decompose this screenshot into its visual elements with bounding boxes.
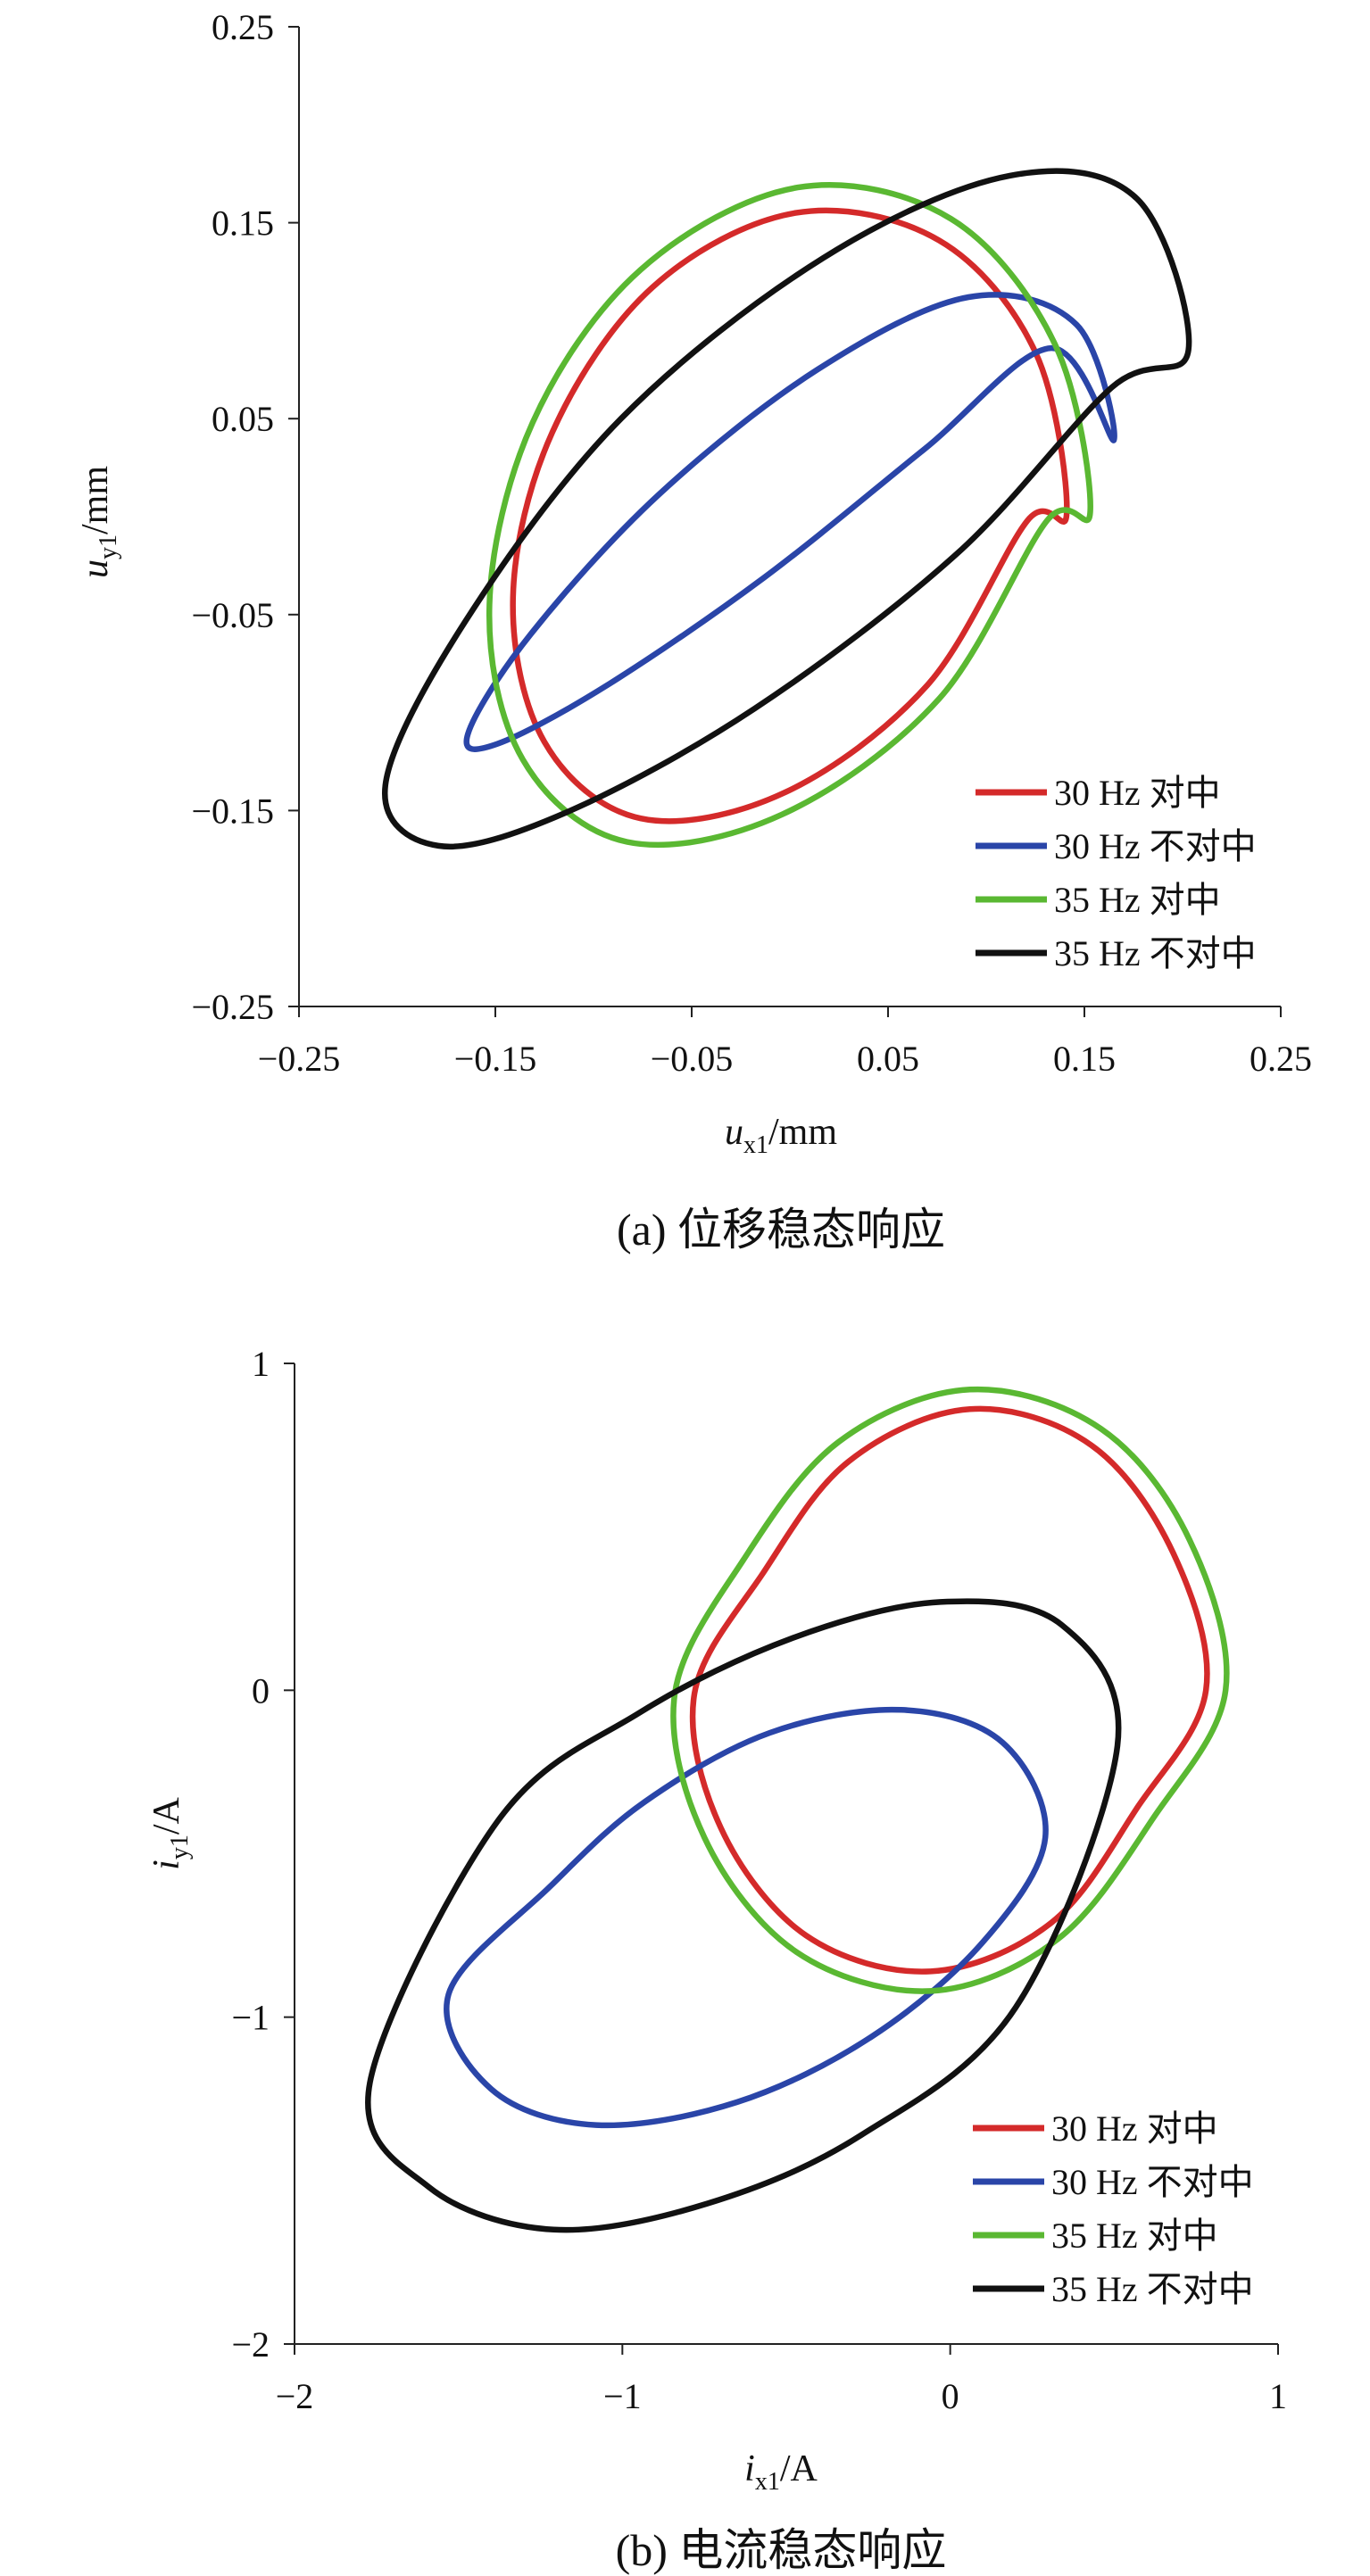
chart-a-y-axis-label: uy1/mm — [75, 466, 122, 578]
y-tick-label: 0 — [252, 1670, 270, 1710]
y-tick-label: −0.25 — [191, 987, 274, 1027]
chart-a: −0.25 −0.15 −0.05 0.05 0.15 0.25 −0.25−0.15−0… — [75, 7, 1312, 1255]
x-tick-label: −2 — [276, 2376, 314, 2416]
series-line-3 — [670, 1386, 1230, 1994]
y-tick-label: −1 — [231, 1998, 270, 2038]
x-tick-label: −0.05 — [651, 1039, 734, 1079]
chart-a-x-tick-labels: −0.25 −0.15 −0.05 0.05 0.15 0.25 — [258, 1039, 1312, 1079]
chart-a-legend: 30 Hz 对中 30 Hz 不对中 35 Hz 对中 35 Hz 不对中 — [976, 773, 1257, 973]
series-line-4 — [382, 168, 1192, 850]
y-tick-label: 1 — [252, 1344, 270, 1384]
chart-b-x-axis-label: ix1/A — [744, 2448, 818, 2496]
chart-b-y-tick-labels: −2 −1 0 1 — [231, 1344, 270, 2365]
series-line-2 — [463, 292, 1117, 752]
legend-label-4: 35 Hz 不对中 — [1051, 2269, 1254, 2309]
x-tick-label: 1 — [1269, 2376, 1287, 2416]
y-tick-label: −0.15 — [191, 791, 274, 831]
legend-label-2: 30 Hz 不对中 — [1054, 826, 1257, 866]
series-line-4 — [365, 1598, 1122, 2233]
y-tick-label: 0.15 — [212, 203, 274, 244]
x-tick-label: 0.15 — [1053, 1039, 1116, 1079]
legend-label-1: 30 Hz 对中 — [1051, 2108, 1218, 2149]
series-line-1 — [510, 207, 1070, 824]
legend-label-3: 35 Hz 对中 — [1051, 2216, 1218, 2256]
chart-a-caption: (a) 位移稳态响应 — [617, 1205, 945, 1255]
chart-b-x-tick-labels: −2 −1 0 1 — [276, 2376, 1287, 2416]
legend-label-3: 35 Hz 对中 — [1054, 880, 1221, 920]
x-tick-label: −0.15 — [454, 1039, 537, 1079]
chart-a-y-tick-labels: −0.25 −0.15 −0.05 0.05 0.15 0.25 — [191, 7, 274, 1027]
chart-a-x-axis-label: ux1/mm — [725, 1112, 837, 1159]
legend-label-4: 35 Hz 不对中 — [1054, 933, 1257, 973]
x-tick-label: −1 — [603, 2376, 642, 2416]
legend-label-1: 30 Hz 对中 — [1054, 773, 1221, 813]
x-tick-label: 0.05 — [857, 1039, 919, 1079]
y-tick-label: −0.05 — [191, 595, 274, 635]
chart-b-y-axis-label: iy1/A — [146, 1796, 194, 1869]
y-tick-label: −2 — [231, 2324, 270, 2365]
series-line-1 — [689, 1405, 1210, 1975]
x-tick-label: 0 — [942, 2376, 959, 2416]
legend-label-2: 30 Hz 不对中 — [1051, 2162, 1254, 2202]
chart-b-legend: 30 Hz 对中 30 Hz 不对中 35 Hz 对中 35 Hz 不对中 — [973, 2108, 1254, 2309]
series-line-3 — [486, 182, 1093, 849]
chart-a-plot-area — [288, 26, 1282, 1017]
y-tick-label: 0.05 — [212, 399, 274, 439]
chart-b-caption: (b) 电流稳态响应 — [616, 2525, 947, 2575]
x-tick-label: 0.25 — [1250, 1039, 1312, 1079]
chart-b-plot-area — [284, 1363, 1279, 2355]
series-line-2 — [444, 1706, 1049, 2129]
x-tick-label: −0.25 — [258, 1039, 341, 1079]
y-tick-label: 0.25 — [212, 7, 274, 47]
